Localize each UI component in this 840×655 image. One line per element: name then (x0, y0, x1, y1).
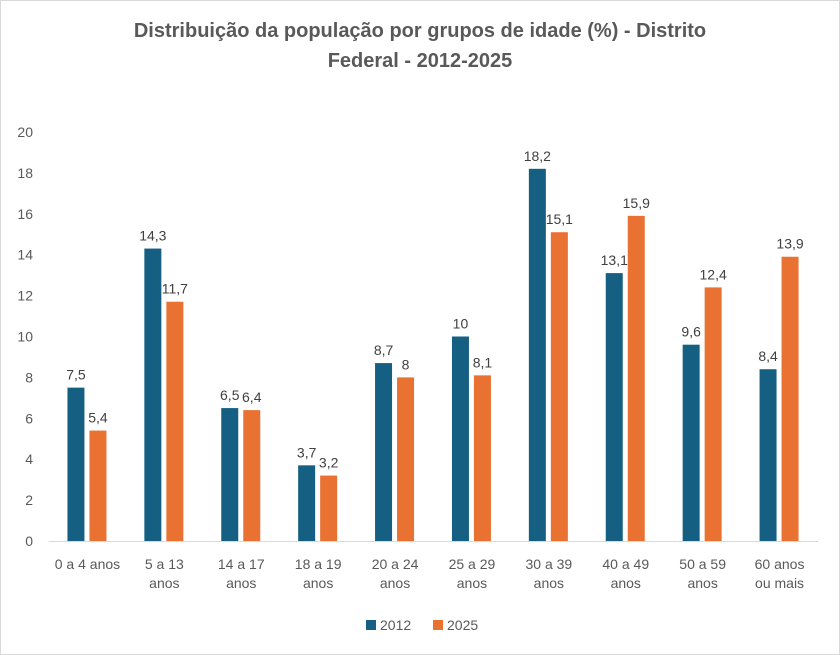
title-line-2: Federal - 2012-2025 (327, 50, 513, 72)
bar-2025 (550, 232, 568, 541)
bar-2012 (298, 465, 316, 541)
y-tick-label: 20 (17, 124, 33, 140)
legend-label: 2025 (447, 617, 478, 633)
y-tick-label: 14 (17, 247, 33, 263)
x-tick-label: 5 a 13 (145, 556, 184, 572)
y-tick-label: 16 (17, 206, 33, 222)
data-label: 10 (453, 316, 469, 332)
x-tick-label: 20 a 24 (372, 556, 419, 572)
data-label: 18,2 (524, 148, 551, 164)
bar-2012 (67, 387, 85, 541)
y-tick-label: 12 (17, 288, 33, 304)
x-tick-label: ou mais (755, 575, 804, 591)
data-label: 14,3 (139, 228, 166, 244)
bar-2012 (221, 408, 239, 541)
data-label: 3,7 (297, 444, 317, 460)
x-tick-label: 25 a 29 (449, 556, 496, 572)
x-tick-label: anos (687, 575, 717, 591)
bar-2025 (704, 287, 722, 541)
bar-2025 (781, 256, 799, 541)
x-tick-label: 40 a 49 (602, 556, 649, 572)
bar-2025 (397, 377, 415, 541)
data-label: 6,5 (220, 387, 240, 403)
data-label: 12,4 (700, 266, 727, 282)
data-label: 5,4 (88, 410, 108, 426)
x-tick-label: anos (149, 575, 179, 591)
bar-2012 (144, 248, 162, 541)
data-label: 8,4 (758, 348, 778, 364)
bar-2025 (166, 301, 184, 541)
bar-2012 (682, 344, 700, 541)
y-tick-label: 10 (17, 329, 33, 345)
data-label: 8 (402, 356, 410, 372)
x-tick-label: anos (303, 575, 333, 591)
legend-label: 2012 (380, 617, 411, 633)
data-label: 7,5 (66, 367, 86, 383)
data-label: 8,1 (473, 354, 493, 370)
data-label: 8,7 (374, 342, 394, 358)
bar-2025 (473, 375, 491, 541)
data-label: 3,2 (319, 455, 339, 471)
bar-2012 (451, 336, 469, 541)
x-tick-label: 18 a 19 (295, 556, 342, 572)
x-tick-label: anos (534, 575, 564, 591)
bar-2025 (320, 475, 338, 541)
y-tick-label: 0 (25, 533, 33, 549)
y-tick-label: 18 (17, 165, 33, 181)
data-label: 11,7 (162, 281, 188, 297)
bar-2025 (627, 215, 645, 541)
x-tick-label: anos (226, 575, 256, 591)
legend-swatch-2012 (366, 620, 376, 630)
bar-2012 (528, 168, 546, 541)
title-line-1: Distribuição da população por grupos de … (133, 20, 707, 42)
x-tick-label: 60 anos (755, 556, 805, 572)
data-label: 13,1 (601, 252, 628, 268)
bar-2025 (89, 430, 107, 541)
data-label: 13,9 (776, 236, 803, 252)
x-tick-label: 50 a 59 (679, 556, 726, 572)
y-tick-label: 2 (25, 492, 33, 508)
x-tick-label: 14 a 17 (218, 556, 265, 572)
bar-2025 (243, 410, 261, 541)
y-tick-label: 8 (25, 369, 33, 385)
legend-swatch-2025 (433, 620, 443, 630)
data-label: 6,4 (242, 389, 262, 405)
x-tick-label: anos (380, 575, 410, 591)
y-tick-label: 4 (25, 451, 33, 467)
x-tick-label: 0 a 4 anos (55, 556, 120, 572)
x-tick-label: 30 a 39 (525, 556, 572, 572)
chart-title: Distribuição da população por grupos de … (0, 16, 840, 76)
y-tick-label: 6 (25, 410, 33, 426)
bar-2012 (605, 273, 623, 541)
data-label: 15,1 (546, 211, 573, 227)
bar-2012 (759, 369, 777, 541)
data-label: 15,9 (623, 195, 650, 211)
x-tick-label: anos (611, 575, 641, 591)
x-tick-label: anos (457, 575, 487, 591)
bar-2012 (375, 363, 393, 541)
data-label: 9,6 (681, 324, 701, 340)
